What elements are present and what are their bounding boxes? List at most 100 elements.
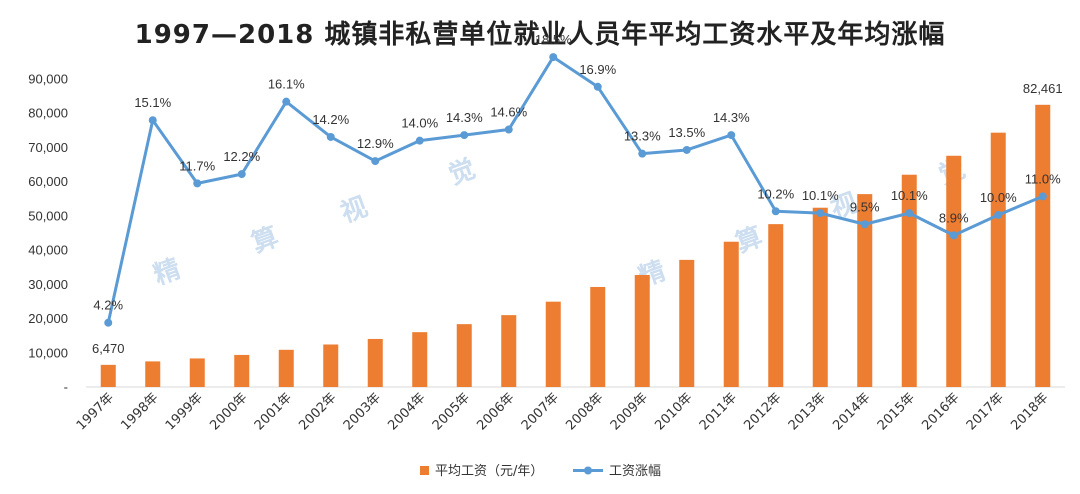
x-tick-label: 2007年 xyxy=(519,390,562,433)
legend-bar-label: 平均工资（元/年） xyxy=(435,464,543,479)
bar-2006年 xyxy=(501,315,517,387)
bar-2008年 xyxy=(590,286,606,387)
x-tick-label: 2000年 xyxy=(207,390,250,433)
growth-point-2018年 xyxy=(1038,192,1047,201)
growth-label: 15.1% xyxy=(134,95,171,110)
x-tick-label: 1997年 xyxy=(74,390,117,433)
y-tick-label: - xyxy=(64,380,68,395)
y-tick-label: 10,000 xyxy=(28,345,68,360)
growth-point-1999年 xyxy=(193,179,202,188)
bar-2001年 xyxy=(278,349,294,387)
growth-label: 16.1% xyxy=(268,77,305,92)
bar-2003年 xyxy=(367,338,383,387)
y-tick-label: 40,000 xyxy=(28,243,68,258)
growth-point-2016年 xyxy=(949,231,958,240)
growth-label: 10.0% xyxy=(980,190,1017,205)
x-tick-label: 2014年 xyxy=(830,390,873,433)
x-tick-label: 2015年 xyxy=(875,390,918,433)
growth-point-2005年 xyxy=(460,131,469,140)
bar-1997年 xyxy=(100,364,116,387)
y-tick-label: 20,000 xyxy=(28,311,68,326)
growth-label: 14.2% xyxy=(312,112,349,127)
growth-point-2003年 xyxy=(371,157,380,166)
y-tick-label: 90,000 xyxy=(28,72,68,87)
bar-2004年 xyxy=(412,332,428,387)
legend-line-label: 工资涨幅 xyxy=(609,464,661,479)
growth-point-2000年 xyxy=(237,170,246,179)
line-series xyxy=(104,53,1047,327)
x-tick-label: 2017年 xyxy=(964,390,1007,433)
y-tick-label: 70,000 xyxy=(28,140,68,155)
legend-line-marker xyxy=(584,466,592,475)
bar-2017年 xyxy=(990,132,1006,387)
x-tick-label: 2010年 xyxy=(652,390,695,433)
growth-label: 14.3% xyxy=(446,110,483,125)
legend: 平均工资（元/年） 工资涨幅 xyxy=(420,464,661,479)
x-tick-label: 2018年 xyxy=(1008,390,1051,433)
growth-line xyxy=(106,55,1044,324)
bar-1998年 xyxy=(145,361,161,387)
watermark-char: 觉 xyxy=(445,154,480,191)
growth-label: 14.6% xyxy=(490,105,527,120)
watermark-char: 精 xyxy=(150,254,185,291)
bar-2002年 xyxy=(323,344,339,387)
bar-2000年 xyxy=(234,354,250,387)
x-tick-label: 2012年 xyxy=(741,390,784,433)
bar-2007年 xyxy=(545,301,561,387)
bar-2011年 xyxy=(723,241,739,387)
bar-2018年 xyxy=(1035,104,1051,387)
y-tick-label: 80,000 xyxy=(28,106,68,121)
growth-point-2015年 xyxy=(905,209,914,218)
growth-label: 16.9% xyxy=(579,62,616,77)
growth-label: 18.5% xyxy=(535,32,572,47)
growth-point-2002年 xyxy=(326,132,335,141)
x-tick-label: 2005年 xyxy=(430,390,473,433)
growth-label: 10.2% xyxy=(757,186,794,201)
growth-point-2013年 xyxy=(816,209,825,218)
growth-label: 8.9% xyxy=(939,210,969,225)
growth-point-2010年 xyxy=(682,145,691,154)
growth-point-2014年 xyxy=(860,220,869,229)
growth-point-2009年 xyxy=(638,149,647,158)
x-tick-label: 2006年 xyxy=(474,390,517,433)
growth-point-2006年 xyxy=(504,125,513,134)
growth-point-2017年 xyxy=(994,210,1003,219)
growth-point-2001年 xyxy=(282,97,291,106)
bar-2016年 xyxy=(946,155,962,387)
x-tick-label: 1998年 xyxy=(118,390,161,433)
growth-point-2012年 xyxy=(771,207,780,216)
bar-2010年 xyxy=(679,259,695,387)
x-tick-label: 2011年 xyxy=(697,390,740,433)
watermark-layer: 精算视觉精算视觉 xyxy=(150,154,970,293)
growth-label: 14.3% xyxy=(713,110,750,125)
x-tick-label: 1999年 xyxy=(163,390,206,433)
chart-title: 1997—2018 城镇非私营单位就业人员年平均工资水平及年均涨幅 xyxy=(134,20,946,50)
bar-value-label: 6,470 xyxy=(92,341,125,356)
x-tick-label: 2002年 xyxy=(296,390,339,433)
data-labels: 4.2% 15.1% 11.7% 12.2% 16.1% 14.2% 12.9% 14.0% 1… xyxy=(92,32,1063,356)
bar-value-label: 82,461 xyxy=(1023,81,1063,96)
watermark-char: 视 xyxy=(337,192,372,229)
legend-bar-swatch xyxy=(420,466,429,475)
x-tick-label: 2004年 xyxy=(385,390,428,433)
growth-label: 4.2% xyxy=(93,298,123,313)
y-tick-label: 30,000 xyxy=(28,277,68,292)
growth-point-2008年 xyxy=(593,82,602,91)
bar-series xyxy=(100,104,1051,387)
growth-label: 13.3% xyxy=(624,129,661,144)
growth-label: 10.1% xyxy=(891,188,928,203)
x-tick-label: 2001年 xyxy=(252,390,295,433)
growth-label: 10.1% xyxy=(802,188,839,203)
growth-label: 11.0% xyxy=(1025,171,1061,186)
growth-label: 13.5% xyxy=(668,125,705,140)
growth-point-1998年 xyxy=(148,116,157,125)
growth-point-2004年 xyxy=(415,136,424,145)
growth-label: 12.2% xyxy=(223,149,260,164)
bar-2012年 xyxy=(768,224,784,387)
x-tick-label: 2009年 xyxy=(608,390,651,433)
bar-2015年 xyxy=(901,174,917,387)
bar-1999年 xyxy=(189,358,205,387)
growth-label: 12.9% xyxy=(357,136,394,151)
growth-label: 14.0% xyxy=(401,116,438,131)
growth-point-2007年 xyxy=(549,53,558,62)
